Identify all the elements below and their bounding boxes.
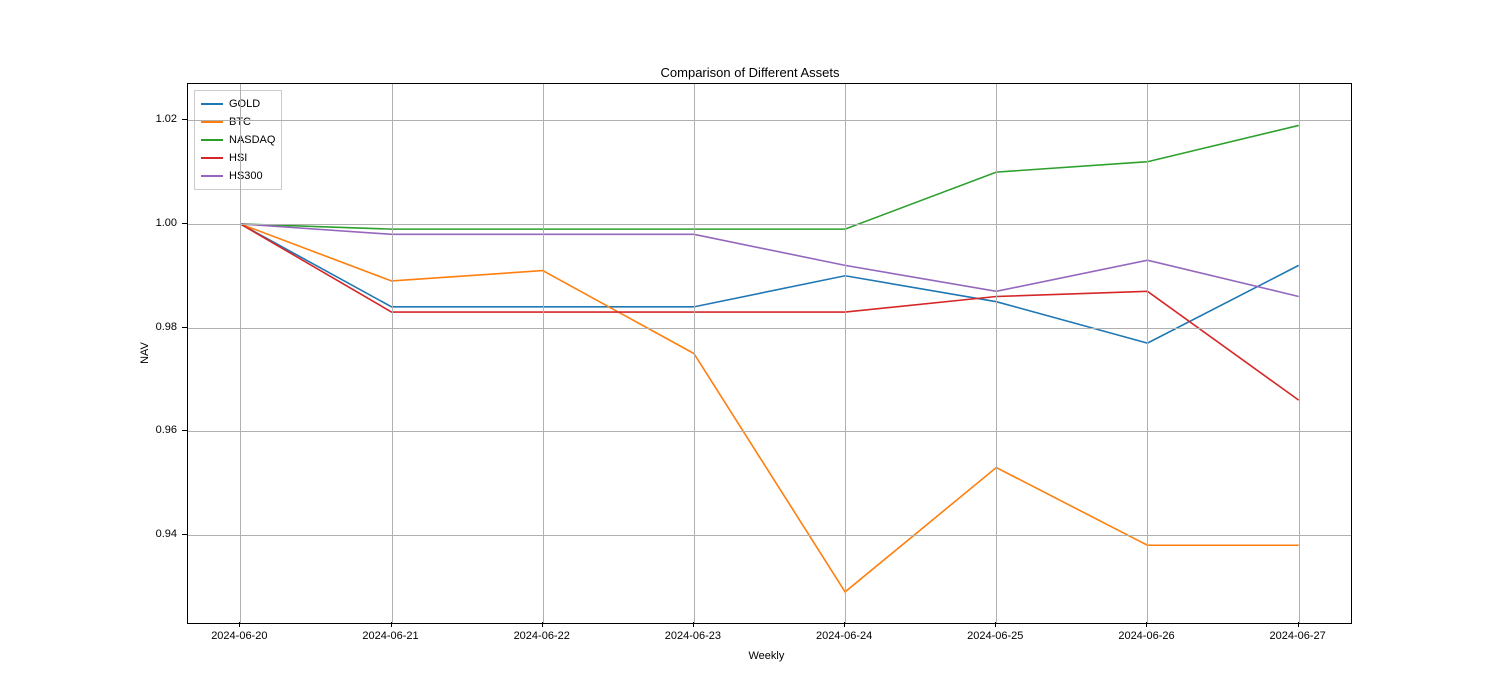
legend-swatch — [201, 121, 223, 123]
legend-swatch — [201, 175, 223, 177]
grid-line-vertical — [996, 84, 997, 623]
y-tick-label: 0.98 — [156, 321, 177, 333]
x-tick-label: 2024-06-24 — [816, 630, 872, 642]
legend-item: HSI — [201, 149, 275, 167]
x-tick-label: 2024-06-25 — [967, 630, 1023, 642]
y-tick-mark — [182, 327, 187, 328]
plot-area: GOLD BTC NASDAQ HSI HS300 — [187, 83, 1352, 624]
grid-line-vertical — [543, 84, 544, 623]
y-tick-mark — [182, 430, 187, 431]
series-line-nasdaq — [240, 125, 1298, 229]
chart-title: Comparison of Different Assets — [0, 65, 1500, 80]
legend-item: BTC — [201, 113, 275, 131]
y-tick-label: 0.94 — [156, 528, 177, 540]
grid-line-vertical — [392, 84, 393, 623]
y-axis-label: NAV — [139, 342, 151, 364]
grid-line-horizontal — [188, 431, 1351, 432]
chart-container: Comparison of Different Assets GOLD BTC NA… — [0, 0, 1500, 700]
grid-line-horizontal — [188, 328, 1351, 329]
y-tick-mark — [182, 119, 187, 120]
x-tick-mark — [844, 622, 845, 627]
x-tick-label: 2024-06-27 — [1270, 630, 1326, 642]
grid-line-vertical — [845, 84, 846, 623]
legend-swatch — [201, 139, 223, 141]
series-line-btc — [240, 224, 1298, 592]
x-tick-label: 2024-06-23 — [665, 630, 721, 642]
x-tick-label: 2024-06-26 — [1118, 630, 1174, 642]
x-tick-mark — [391, 622, 392, 627]
legend-item: GOLD — [201, 95, 275, 113]
legend-label: GOLD — [229, 98, 260, 110]
y-tick-mark — [182, 223, 187, 224]
y-tick-mark — [182, 534, 187, 535]
legend-label: NASDAQ — [229, 134, 275, 146]
x-tick-mark — [542, 622, 543, 627]
x-tick-label: 2024-06-22 — [514, 630, 570, 642]
legend-label: HSI — [229, 152, 247, 164]
x-tick-mark — [1146, 622, 1147, 627]
grid-line-horizontal — [188, 120, 1351, 121]
y-tick-label: 1.00 — [156, 217, 177, 229]
x-tick-label: 2024-06-20 — [211, 630, 267, 642]
grid-line-vertical — [1147, 84, 1148, 623]
grid-line-horizontal — [188, 224, 1351, 225]
legend-label: HS300 — [229, 170, 263, 182]
legend-swatch — [201, 157, 223, 159]
series-line-gold — [240, 224, 1298, 343]
x-tick-label: 2024-06-21 — [362, 630, 418, 642]
y-tick-label: 0.96 — [156, 424, 177, 436]
x-tick-mark — [995, 622, 996, 627]
grid-line-horizontal — [188, 535, 1351, 536]
grid-line-vertical — [1299, 84, 1300, 623]
x-tick-mark — [239, 622, 240, 627]
legend-item: NASDAQ — [201, 131, 275, 149]
series-line-hs300 — [240, 224, 1298, 297]
x-tick-mark — [1298, 622, 1299, 627]
x-tick-mark — [693, 622, 694, 627]
y-tick-label: 1.02 — [156, 113, 177, 125]
legend-swatch — [201, 103, 223, 105]
legend: GOLD BTC NASDAQ HSI HS300 — [194, 90, 282, 190]
lines-layer — [188, 84, 1351, 623]
grid-line-vertical — [240, 84, 241, 623]
x-axis-label: Weekly — [749, 650, 785, 662]
grid-line-vertical — [694, 84, 695, 623]
legend-item: HS300 — [201, 167, 275, 185]
